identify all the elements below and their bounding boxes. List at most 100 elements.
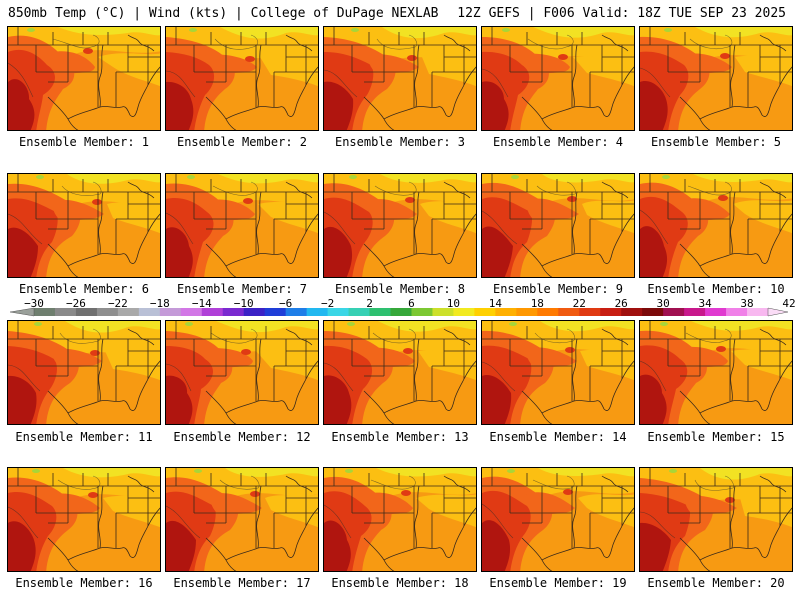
ensemble-member-map	[481, 173, 635, 278]
colorbar-tick-label: −26	[66, 297, 86, 310]
colorbar-swatch	[726, 308, 748, 316]
temperature-map-4	[482, 27, 634, 130]
colorbar-swatch	[96, 308, 119, 316]
colorbar-max-arrow	[767, 307, 789, 317]
ensemble-member-map	[165, 320, 319, 425]
temperature-map-3	[324, 27, 476, 130]
temperature-map-17	[166, 468, 318, 571]
colorbar-swatch	[369, 308, 392, 316]
colorbar-swatch	[579, 308, 601, 316]
colorbar-swatch	[180, 308, 203, 316]
temperature-map-5	[640, 27, 792, 130]
temperature-map-7	[166, 174, 318, 277]
colorbar-swatch	[159, 308, 182, 316]
ensemble-member-map	[323, 467, 477, 572]
map-title: 850mb Temp (°C) | Wind (kts) | College o…	[8, 6, 439, 21]
temperature-map-14	[482, 321, 634, 424]
ensemble-member-label: Ensemble Member: 3	[334, 135, 466, 149]
colorbar-swatch	[34, 308, 56, 316]
colorbar-tick-label: −10	[234, 297, 254, 310]
colorbar-swatch	[243, 308, 266, 316]
colorbar-swatch	[558, 308, 580, 316]
ensemble-member-label: Ensemble Member: 12	[173, 430, 311, 444]
ensemble-member-label: Ensemble Member: 11	[15, 430, 153, 444]
ensemble-member-map	[481, 320, 635, 425]
ensemble-member-map	[323, 320, 477, 425]
colorbar-swatch	[264, 308, 287, 316]
ensemble-member-label: Ensemble Member: 17	[173, 576, 311, 590]
colorbar-swatch	[453, 308, 475, 316]
ensemble-member-label: Ensemble Member: 14	[489, 430, 627, 444]
ensemble-member-map	[481, 26, 635, 131]
ensemble-member-map	[481, 467, 635, 572]
temperature-colorbar: −30 −26 −22 −18 −14 −10 −6 −2 2 6 10 14 18 22 26 30 34 38…	[9, 297, 796, 317]
temperature-map-10	[640, 174, 792, 277]
colorbar-tick-label: 14	[489, 297, 503, 310]
colorbar-tick-label: 22	[573, 297, 586, 310]
colorbar-tick-label: −2	[321, 297, 334, 310]
ensemble-member-map	[165, 173, 319, 278]
colorbar-tick-label: 38	[740, 297, 753, 310]
ensemble-member-label: Ensemble Member: 7	[176, 282, 308, 296]
colorbar-swatch	[54, 308, 77, 316]
ensemble-member-map	[7, 467, 161, 572]
ensemble-member-map	[7, 173, 161, 278]
colorbar-swatch	[474, 308, 496, 316]
colorbar-swatch	[348, 308, 371, 316]
colorbar-tick-label: 30	[657, 297, 670, 310]
ensemble-member-label: Ensemble Member: 16	[15, 576, 153, 590]
temperature-map-15	[640, 321, 792, 424]
ensemble-member-map	[639, 173, 793, 278]
model-run-label: 12Z GEFS | F006 Valid: 18Z TUE SEP 23 20…	[457, 6, 786, 21]
ensemble-member-map	[323, 173, 477, 278]
colorbar-min-arrow	[9, 307, 35, 317]
colorbar-tick-label: −18	[150, 297, 170, 310]
ensemble-member-label: Ensemble Member: 18	[331, 576, 469, 590]
colorbar-swatch	[537, 308, 559, 316]
ensemble-member-map	[323, 26, 477, 131]
temperature-map-13	[324, 321, 476, 424]
ensemble-member-label: Ensemble Member: 13	[331, 430, 469, 444]
ensemble-member-map	[165, 467, 319, 572]
colorbar-swatch	[285, 308, 308, 316]
ensemble-member-label: Ensemble Member: 15	[647, 430, 785, 444]
ensemble-member-label: Ensemble Member: 8	[334, 282, 466, 296]
colorbar-swatch	[411, 308, 433, 316]
colorbar-tick-label: 34	[698, 297, 712, 310]
colorbar-swatch	[432, 308, 454, 316]
colorbar-swatch	[306, 308, 329, 316]
ensemble-member-map	[639, 467, 793, 572]
temperature-map-20	[640, 468, 792, 571]
colorbar-tick-label: 42	[782, 297, 795, 310]
temperature-map-6	[8, 174, 160, 277]
ensemble-member-map	[7, 26, 161, 131]
ensemble-member-label: Ensemble Member: 6	[18, 282, 150, 296]
colorbar-swatch	[600, 308, 622, 316]
temperature-map-2	[166, 27, 318, 130]
temperature-map-18	[324, 468, 476, 571]
colorbar-tick-label: 26	[615, 297, 628, 310]
colorbar-tick-label: −22	[108, 297, 128, 310]
temperature-map-16	[8, 468, 160, 571]
ensemble-member-label: Ensemble Member: 10	[647, 282, 785, 296]
colorbar-swatch	[390, 308, 412, 316]
ensemble-member-label: Ensemble Member: 4	[492, 135, 624, 149]
colorbar-swatch	[663, 308, 685, 316]
colorbar-swatch	[75, 308, 98, 316]
colorbar-tick-label: 2	[366, 297, 373, 310]
temperature-map-1	[8, 27, 160, 130]
colorbar-swatch	[222, 308, 245, 316]
ensemble-member-map	[165, 26, 319, 131]
colorbar-swatch	[684, 308, 706, 316]
colorbar-swatch	[138, 308, 161, 316]
ensemble-member-map	[639, 320, 793, 425]
colorbar-swatch	[516, 308, 538, 316]
colorbar-tick-label: 10	[447, 297, 460, 310]
colorbar-swatch	[642, 308, 664, 316]
colorbar-swatch	[327, 308, 350, 316]
ensemble-member-label: Ensemble Member: 1	[18, 135, 150, 149]
colorbar-tick-label: 6	[408, 297, 415, 310]
colorbar-swatch	[201, 308, 224, 316]
temperature-map-19	[482, 468, 634, 571]
colorbar-swatch	[747, 308, 769, 316]
